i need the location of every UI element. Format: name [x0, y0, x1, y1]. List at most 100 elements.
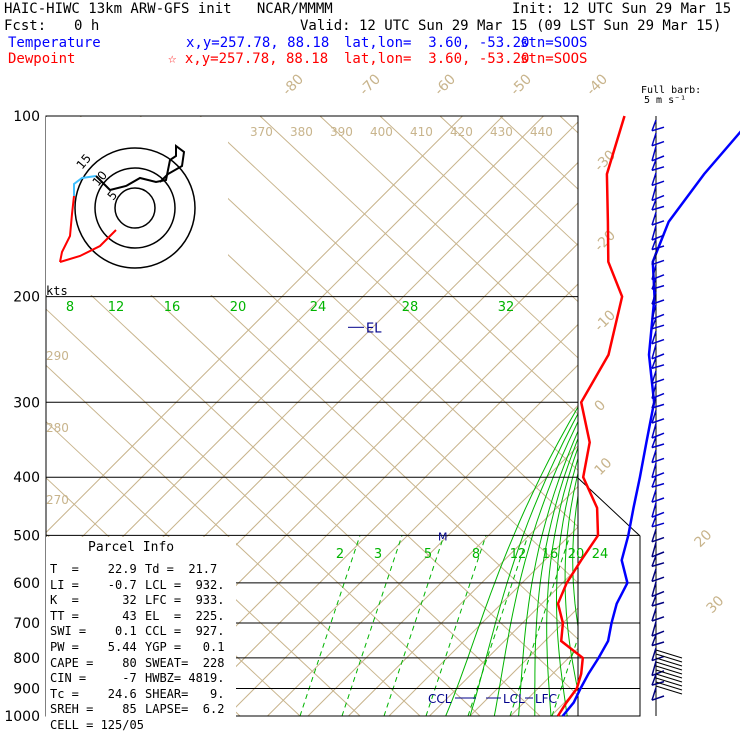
dry-adiabat-line: [46, 252, 541, 716]
hodograph-ring-15: [74, 147, 196, 269]
wind-barb-flag: [651, 576, 665, 583]
wind-barb-flag: [651, 126, 665, 132]
pressure-tick-label: 400: [13, 470, 40, 486]
wind-barb-flag: [651, 551, 665, 558]
moist-adiabat-line: [445, 406, 578, 716]
forecast-hour: 0 h: [74, 18, 100, 34]
ccl-label: CCL: [428, 692, 452, 706]
mixing-ratio-label: 2: [336, 547, 344, 562]
isotherm-line: [348, 485, 578, 716]
mixing-ratio-label: 20: [230, 300, 247, 315]
dewpoint-legend: Dewpoint: [8, 51, 76, 67]
wind-barb-flag: [651, 616, 665, 622]
wind-barb-flag: [651, 353, 665, 360]
wind-barb-flag: [651, 274, 665, 281]
parcel-info-right-cell: CCL = 927.: [145, 624, 225, 639]
wind-barb-staff: [651, 317, 657, 330]
wind-barb-flag: [651, 166, 665, 172]
wind-barb-low: [655, 673, 683, 683]
isotherm-label: -80: [280, 71, 307, 98]
valid-time: Valid: 12 UTC Sun 29 Mar 15 (09 LST Sun …: [300, 18, 722, 34]
wind-barb-staff: [651, 264, 657, 280]
wind-barb-flag: [651, 338, 665, 345]
mixing-ratio-label: 12: [108, 300, 125, 315]
wind-barb-flag: [651, 522, 665, 528]
mixing-ratio-label: 16: [164, 300, 181, 315]
wind-barb-staff: [651, 132, 657, 147]
parcel-info-right-cell: SWEAT= 228: [145, 655, 225, 670]
mixing-ratio-line: [425, 535, 487, 716]
wind-barb-low: [655, 657, 683, 667]
isotherm-label: 30: [704, 593, 728, 617]
wind-barb-staff: [651, 198, 657, 211]
wind-barb-staff: [651, 423, 657, 439]
moist-adiabat-line: [493, 420, 578, 716]
isotherm-label: -50: [508, 71, 535, 98]
hodograph-ring-10: [94, 167, 176, 249]
theta-label: 290: [46, 349, 69, 363]
parcel-info-right-cell: LFC = 933.: [145, 593, 225, 608]
dry-adiabat-line: [46, 308, 481, 716]
parcel-info-box: [46, 537, 236, 717]
dry-adiabat-line: [259, 116, 578, 415]
dry-adiabat-line: [439, 116, 578, 247]
pressure-tick-label: 1000: [4, 709, 40, 725]
temperature-profile-line: [561, 130, 740, 717]
isotherm-label: 20: [692, 527, 716, 551]
wind-barb-staff: [651, 462, 657, 478]
isotherm-line: [46, 116, 544, 615]
mixing-ratio-label: 8: [472, 547, 480, 562]
freezing-level-label: M: [438, 530, 448, 543]
wind-barb-flag: [651, 497, 665, 503]
wind-barb-low: [655, 669, 683, 679]
dry-adiabat-line: [319, 116, 578, 359]
parcel-info-left-cell: PW = 5.44: [50, 640, 137, 654]
mixing-ratio-line: [509, 535, 571, 716]
wind-barb-flag: [651, 601, 665, 607]
hodograph-background: [46, 117, 228, 295]
mixing-ratio-line: [383, 535, 445, 716]
wind-barb-flag: [651, 562, 665, 568]
pressure-tick-label: 500: [13, 528, 40, 544]
dewpoint-station: stn=SOOS: [520, 51, 588, 67]
lcl-label: LCL: [503, 692, 525, 706]
wind-barb-staff: [651, 502, 657, 518]
wind-barb-flag: [651, 378, 665, 385]
mixing-ratio-line: [299, 535, 361, 716]
mixing-ratio-label: 24: [310, 300, 327, 315]
parcel-info-left-cell: LI = -0.7: [50, 577, 137, 592]
isotherm-label: 0: [592, 397, 610, 415]
parcel-info-left-cell: Tc = 24.6: [50, 686, 137, 701]
wind-barb-staff: [651, 146, 657, 162]
wind-barb-staff: [651, 555, 657, 567]
wind-barb-staff: [651, 370, 657, 384]
isotherm-line: [469, 607, 578, 716]
isotherm-line: [388, 526, 578, 716]
wind-barb-flag: [651, 140, 665, 147]
temperature-legend: Temperature: [8, 35, 101, 51]
dewpoint-latlon: lat,lon= 3.60, -53.20: [344, 51, 530, 67]
wind-barb-staff: [651, 687, 657, 701]
moist-adiabat-line: [518, 429, 578, 716]
dry-adiabat-line: [46, 420, 361, 716]
theta-label: 390: [330, 125, 353, 139]
wind-barb-flag: [651, 220, 665, 226]
dry-adiabat-line: [139, 116, 578, 528]
pressure-tick-label: 700: [13, 616, 40, 632]
wind-barb-staff: [651, 674, 657, 686]
mixing-ratio-label: 8: [66, 300, 74, 315]
pressure-tick-label: 800: [13, 651, 40, 667]
isotherm-line: [145, 283, 578, 716]
wind-barb-low: [655, 677, 683, 687]
wind-barb-staff: [651, 568, 657, 582]
parcel-info-left-cell: SREH = 85: [50, 702, 137, 717]
moist-adiabat-line: [534, 437, 578, 716]
hodograph-low-level-trace: [59, 195, 75, 263]
wind-barb-staff: [651, 528, 657, 543]
moist-adiabat-line: [572, 492, 578, 630]
isotherm-label: -70: [357, 71, 384, 98]
pressure-tick-label: 900: [13, 682, 40, 698]
hodograph-ring-5: [114, 187, 156, 229]
wind-barb-flag: [651, 432, 665, 439]
